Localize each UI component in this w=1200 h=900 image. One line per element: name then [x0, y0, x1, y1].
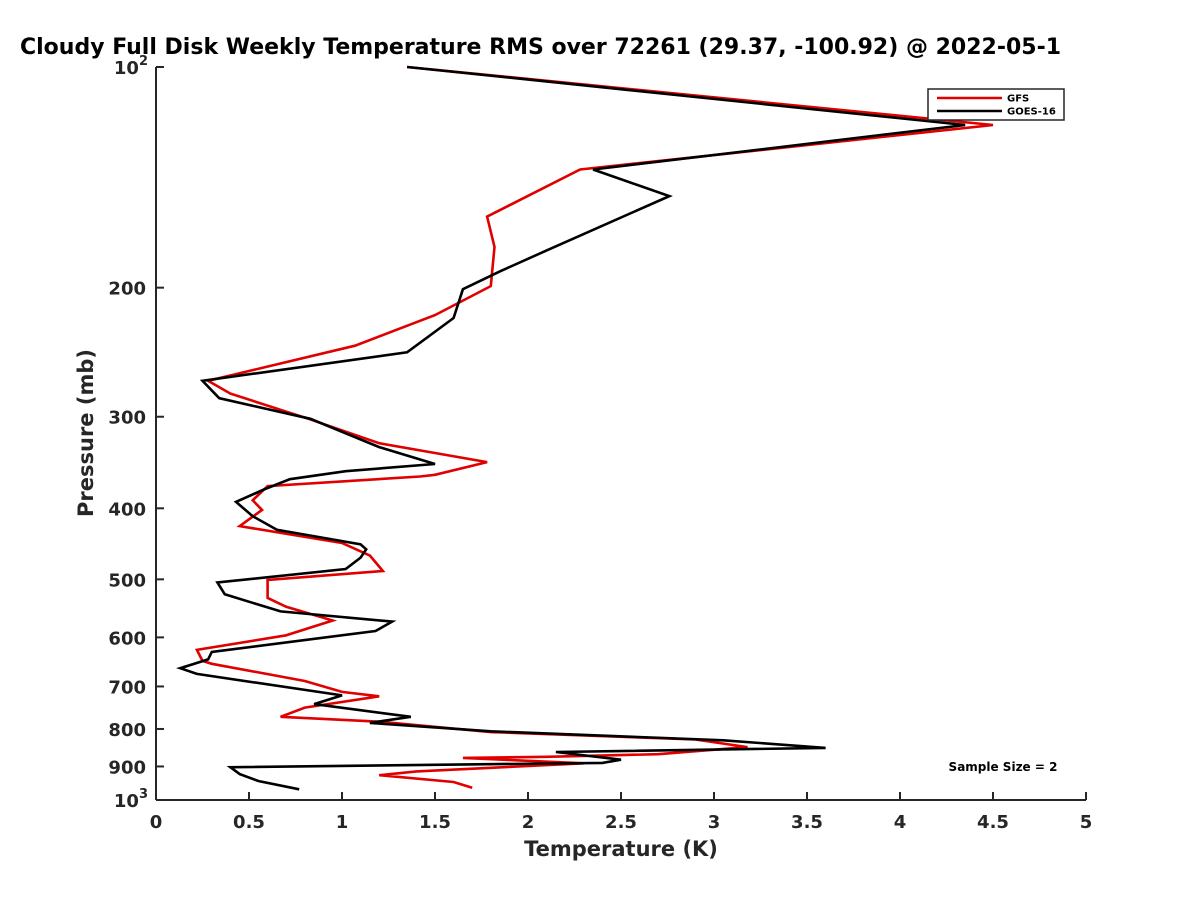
y-tick-exponent: 2 [139, 54, 148, 69]
legend: GFS GOES-16 [927, 88, 1065, 121]
y-tick-exponent: 3 [139, 787, 148, 802]
y-tick-label: 102 [114, 54, 148, 79]
x-tick-label: 0.5 [233, 812, 265, 833]
y-tick-label: 300 [108, 408, 146, 429]
plot-area: 0 0.5 1 1.5 2 2.5 3 3.5 4 4.5 5 102200300400500600… [108, 54, 1092, 833]
y-tick-label: 400 [108, 499, 146, 520]
y-tick-base: 10 [114, 58, 139, 79]
x-tick-label: 0 [150, 812, 163, 833]
chart-title: Cloudy Full Disk Weekly Temperature RMS … [20, 35, 1061, 60]
legend-box [927, 88, 1065, 121]
series-line-goes-16 [176, 65, 966, 791]
x-axis-label: Temperature (K) [524, 837, 718, 861]
x-tick-label: 3 [708, 812, 721, 833]
legend-label: GFS [1007, 94, 1029, 105]
y-tick-label: 200 [108, 279, 146, 300]
x-tick-label: 1.5 [419, 812, 451, 833]
x-tick-label: 4.5 [977, 812, 1009, 833]
sample-size-annotation: Sample Size = 2 [949, 760, 1058, 774]
y-tick-label: 800 [108, 720, 146, 741]
y-tick-label: 700 [108, 677, 146, 698]
y-tick-label: 900 [108, 757, 146, 778]
x-tick-label: 2.5 [605, 812, 637, 833]
x-tick-label: 4 [894, 812, 907, 833]
series-lines [176, 65, 994, 791]
y-tick-label: 103 [114, 787, 148, 812]
x-axis-ticks: 0 0.5 1 1.5 2 2.5 3 3.5 4 4.5 5 [150, 792, 1093, 833]
y-axis-label: Pressure (mb) [74, 349, 98, 517]
y-tick-label: 500 [108, 570, 146, 591]
x-tick-label: 2 [522, 812, 535, 833]
y-tick-label: 600 [108, 628, 146, 649]
y-tick-base: 10 [114, 791, 139, 812]
x-tick-label: 3.5 [791, 812, 823, 833]
legend-label: GOES-16 [1007, 107, 1056, 118]
x-tick-label: 1 [336, 812, 349, 833]
x-tick-label: 5 [1080, 812, 1093, 833]
